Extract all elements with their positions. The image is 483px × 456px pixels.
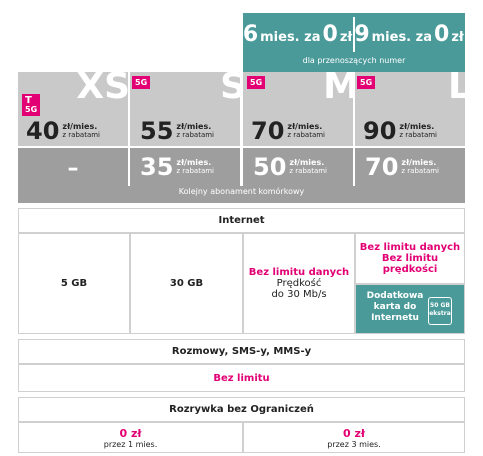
internet-l-unlimited-data: Bez limitu danych bbox=[359, 242, 461, 253]
t-5g-badge-icon: 5G bbox=[132, 76, 151, 89]
sim-card-icon: 50 GB ekstra bbox=[428, 297, 452, 325]
entertainment-left-price: 0 zł bbox=[119, 426, 142, 440]
extra-internet-card[interactable]: Dodatkowa karta do Internetu 50 GB ekstr… bbox=[355, 284, 465, 334]
tier-letter: S bbox=[220, 72, 240, 107]
internet-l-value: Bez limitu danych Bez limitu prędkości bbox=[355, 233, 465, 284]
promo-offer-6-months: 6 mies. za 0 zł bbox=[242, 22, 353, 52]
promo-text: mies. za bbox=[371, 30, 432, 45]
tier-card-xs[interactable]: XS T 5G 40 zł/mies. z rabatami bbox=[18, 72, 128, 146]
extra-card-text: Dodatkowa karta do Internetu bbox=[366, 291, 424, 323]
calls-value: Bez limitu bbox=[18, 364, 465, 392]
tier-price: 90 zł/mies. z rabatami bbox=[363, 117, 438, 145]
internet-s-value: 30 GB bbox=[130, 233, 243, 334]
tier-card-s[interactable]: S 5G 55 zł/mies. z rabatami bbox=[130, 72, 240, 146]
calls-header: Rozmowy, SMS-y, MMS-y bbox=[18, 339, 465, 364]
second-row-divider bbox=[128, 148, 130, 186]
second-row-divider bbox=[353, 148, 355, 186]
entertainment-offer-left: 0 zł przez 1 mies. bbox=[18, 422, 243, 453]
internet-m-speed-label: Prędkość bbox=[276, 278, 322, 289]
entertainment-header: Rozrywka bez Ograniczeń bbox=[18, 397, 465, 422]
promo-caption: dla przenoszących numer bbox=[243, 56, 465, 70]
promo-text: mies. za bbox=[260, 30, 321, 45]
internet-m-unlimited: Bez limitu danych bbox=[248, 267, 350, 278]
second-price-xs: – bbox=[18, 150, 128, 186]
promo-zero: 0 bbox=[434, 22, 450, 47]
promo-currency: zł bbox=[451, 30, 464, 45]
t-5g-badge-icon: 5G bbox=[247, 76, 266, 89]
internet-l-unlimited-speed: Bez limitu bbox=[381, 253, 439, 264]
promo-offer-9-months: 9 mies. za 0 zł bbox=[354, 22, 464, 52]
promo-months: 6 bbox=[242, 22, 259, 47]
t-5g-badge-icon: 5G bbox=[357, 76, 376, 89]
internet-m-speed-value: do 30 Mb/s bbox=[271, 289, 327, 300]
second-price-l: 70 zł/mies. z rabatami bbox=[365, 153, 440, 181]
tier-card-l[interactable]: L 5G 90 zł/mies. z rabatami bbox=[355, 72, 465, 146]
tier-price: 40 zł/mies. z rabatami bbox=[26, 117, 101, 145]
second-row-divider bbox=[240, 148, 243, 186]
promo-divider bbox=[353, 17, 355, 52]
tier-letter: XS bbox=[76, 72, 128, 107]
promo-currency: zł bbox=[339, 30, 353, 45]
promo-zero: 0 bbox=[322, 22, 338, 47]
promo-months: 9 bbox=[354, 22, 370, 47]
entertainment-right-price: 0 zł bbox=[343, 426, 365, 440]
second-price-m: 50 zł/mies. z rabatami bbox=[253, 153, 328, 181]
tier-letter: M bbox=[323, 72, 353, 107]
tier-price: 55 zł/mies. z rabatami bbox=[140, 117, 215, 145]
tier-card-m[interactable]: M 5G 70 zł/mies. z rabatami bbox=[243, 72, 353, 146]
t-5g-badge-icon: T 5G bbox=[22, 94, 41, 116]
internet-m-value: Bez limitu danych Prędkość do 30 Mb/s bbox=[243, 233, 355, 334]
internet-xs-value: 5 GB bbox=[18, 233, 130, 334]
entertainment-offer-right: 0 zł przez 3 mies. bbox=[243, 422, 465, 453]
internet-l-speed: prędkości bbox=[382, 264, 438, 275]
tier-price: 70 zł/mies. z rabatami bbox=[251, 117, 326, 145]
entertainment-left-note: przez 1 mies. bbox=[103, 439, 158, 449]
tier-letter: L bbox=[448, 72, 465, 107]
second-subscription-caption: Kolejny abonament komórkowy bbox=[18, 187, 465, 201]
internet-header: Internet bbox=[18, 208, 465, 233]
second-price-s: 35 zł/mies. z rabatami bbox=[140, 153, 215, 181]
entertainment-right-note: przez 3 mies. bbox=[327, 439, 381, 449]
